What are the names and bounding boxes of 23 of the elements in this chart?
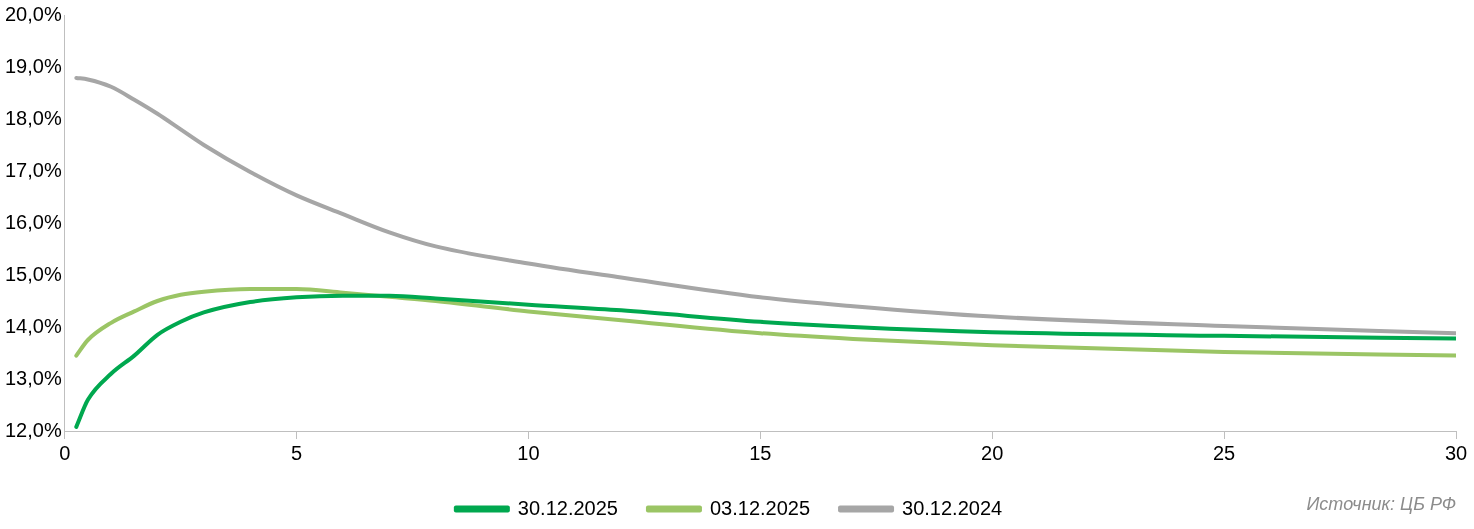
x-tick-label: 20 [981,441,1004,464]
x-tick-label: 30 [1444,441,1468,464]
text: Источник: ЦБ РФ [1306,494,1456,515]
y-tick-label: 15,0% [4,262,62,285]
y-tick-label: 16,0% [4,210,62,233]
y-tick-label: 13,0% [4,366,62,389]
legend-label: 30.12.2024 [902,496,1003,519]
x-tick-label: 25 [1212,441,1236,464]
y-tick-label: 12,0% [4,418,62,441]
line-series [74,75,1456,336]
y-tick-label: 18,0% [4,106,62,129]
legend-label: 30.12.2025 [517,496,618,519]
y-tick-label: 17,0% [4,158,62,181]
x-tick-label: 5 [291,441,303,464]
line-series [74,293,1456,429]
x-tick-label: 10 [517,441,540,464]
legend-label: 03.12.2025 [709,496,811,519]
line-series [74,287,1456,358]
x-tick-label: 15 [749,441,772,464]
y-tick-label: 19,0% [4,54,62,77]
y-tick-label: 20,0% [4,2,62,25]
x-tick-label: 0 [59,441,71,464]
y-tick-label: 14,0% [4,314,62,337]
